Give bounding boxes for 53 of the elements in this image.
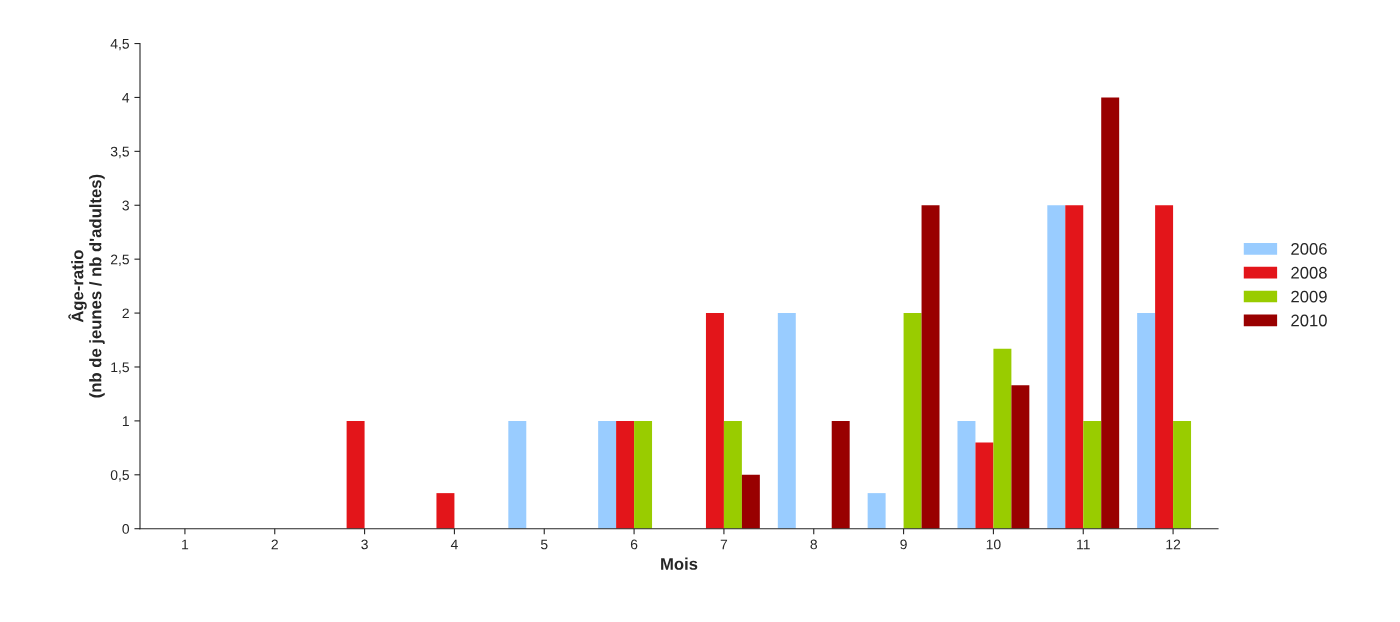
bar xyxy=(1137,313,1156,529)
x-tick-label: 2 xyxy=(271,539,278,550)
bar xyxy=(867,493,886,529)
x-tick-label: 6 xyxy=(630,539,638,550)
y-tick-label: 2 xyxy=(122,308,129,319)
bar xyxy=(1011,385,1030,529)
bar xyxy=(346,420,365,529)
x-tick-label: 5 xyxy=(540,539,548,550)
x-tick-label: 1 xyxy=(182,539,189,550)
legend-label: 2010 xyxy=(1291,314,1327,327)
x-tick-label: 4 xyxy=(450,539,458,550)
y-axis-title: Âge-ratio (nb de jeunes / nb d'adultes) xyxy=(68,174,105,398)
y-tick-label: 3 xyxy=(122,200,129,211)
bar xyxy=(1155,205,1174,529)
bar xyxy=(508,420,527,529)
y-tick-label: 0,5 xyxy=(110,470,129,482)
bar xyxy=(957,420,976,529)
y-tick-label: 1,5 xyxy=(111,362,129,374)
bar xyxy=(598,420,617,529)
bar xyxy=(705,313,724,529)
y-tick-label: 2,5 xyxy=(110,254,129,266)
bar xyxy=(831,420,850,529)
bar xyxy=(436,493,455,529)
x-axis-title: Mois xyxy=(661,557,698,570)
x-tick-label: 3 xyxy=(361,539,368,550)
bar xyxy=(1083,420,1102,529)
bar xyxy=(634,420,653,529)
x-tick-label: 9 xyxy=(900,539,907,550)
x-tick-label: 7 xyxy=(720,539,728,550)
bar xyxy=(1101,97,1120,529)
y-tick-label: 1 xyxy=(122,416,129,426)
x-tick-label: 8 xyxy=(810,539,818,550)
bar xyxy=(723,420,742,529)
y-tick-label: 0 xyxy=(122,524,130,534)
bar xyxy=(993,348,1012,529)
legend-label: 2008 xyxy=(1291,266,1327,279)
y-tick-label: 3,5 xyxy=(110,146,129,159)
bar xyxy=(741,474,760,529)
x-tick-label: 12 xyxy=(1166,539,1181,550)
legend-label: 2006 xyxy=(1291,242,1327,255)
bar xyxy=(1047,205,1066,529)
bar xyxy=(921,205,940,529)
y-tick-label: 4 xyxy=(122,92,130,103)
bar xyxy=(616,420,635,529)
y-tick-label: 4,5 xyxy=(110,39,129,51)
x-tick-label: 10 xyxy=(986,539,1001,550)
bar xyxy=(1065,205,1084,529)
bar xyxy=(777,313,796,529)
bar xyxy=(975,442,994,529)
bar xyxy=(1173,420,1192,529)
bar xyxy=(903,313,922,529)
x-tick-label: 11 xyxy=(1077,539,1090,550)
legend-label: 2009 xyxy=(1291,290,1327,303)
